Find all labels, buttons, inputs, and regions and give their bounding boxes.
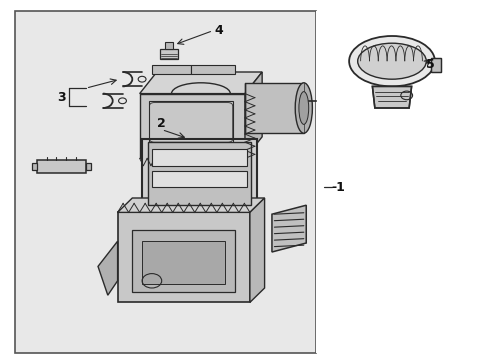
Polygon shape xyxy=(272,205,306,252)
Bar xyxy=(132,230,235,292)
Polygon shape xyxy=(250,198,265,302)
Bar xyxy=(245,83,304,133)
Polygon shape xyxy=(98,241,118,295)
Ellipse shape xyxy=(295,83,313,133)
Bar xyxy=(191,65,235,74)
Polygon shape xyxy=(32,163,37,170)
Bar xyxy=(316,11,480,353)
Text: -1: -1 xyxy=(332,181,345,194)
Bar xyxy=(15,11,316,353)
Ellipse shape xyxy=(358,43,426,79)
Polygon shape xyxy=(140,72,262,94)
Bar xyxy=(142,241,225,284)
Polygon shape xyxy=(37,160,86,173)
Polygon shape xyxy=(140,94,245,158)
Bar xyxy=(431,58,441,72)
Bar xyxy=(152,65,191,74)
Bar xyxy=(152,171,247,187)
Polygon shape xyxy=(118,212,250,302)
Bar xyxy=(149,101,233,144)
Text: 5: 5 xyxy=(426,58,435,71)
Polygon shape xyxy=(372,86,412,108)
Text: 3: 3 xyxy=(57,91,66,104)
Text: 4: 4 xyxy=(215,24,223,37)
Bar xyxy=(148,142,251,205)
Bar xyxy=(142,139,257,209)
Ellipse shape xyxy=(299,92,309,125)
Bar xyxy=(431,58,441,72)
Text: 2: 2 xyxy=(157,117,166,130)
Polygon shape xyxy=(86,163,91,170)
Polygon shape xyxy=(160,49,178,59)
Ellipse shape xyxy=(349,36,435,86)
Polygon shape xyxy=(118,198,265,212)
Bar xyxy=(152,149,247,166)
Polygon shape xyxy=(245,72,262,158)
Bar xyxy=(165,42,173,49)
